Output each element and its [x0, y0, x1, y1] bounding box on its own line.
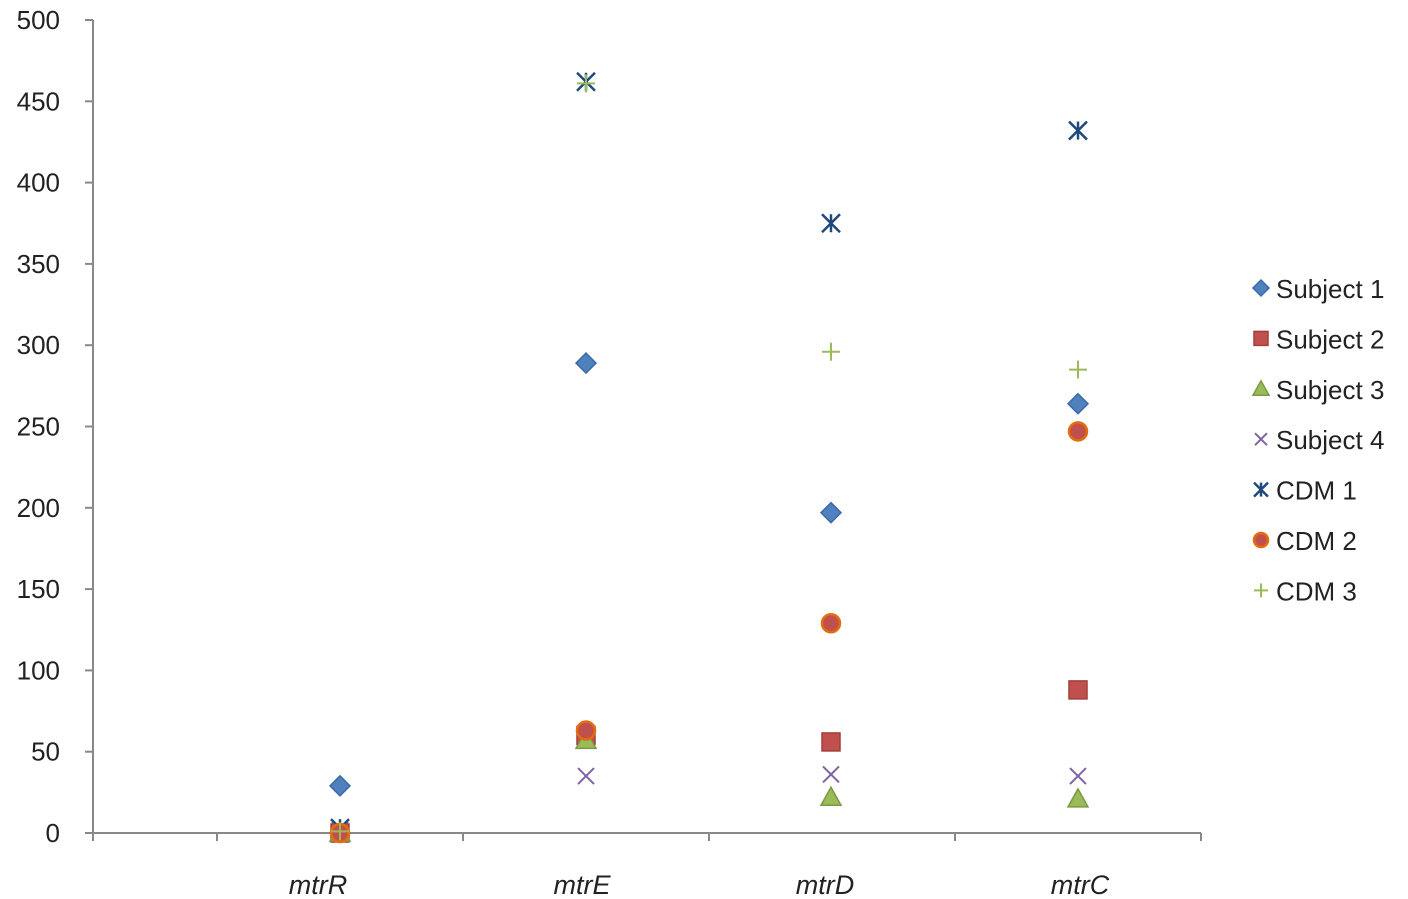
- legend: Subject 1 Subject 2 Subject 3 Subject 4 CDM …: [1251, 274, 1384, 606]
- data-point: [1069, 767, 1087, 785]
- data-point: [822, 342, 840, 361]
- legend-marker: [1254, 432, 1268, 446]
- series-subject-4: [331, 765, 1087, 839]
- y-tick-label: 150: [17, 574, 60, 604]
- y-tick-label: 400: [17, 168, 60, 198]
- x-category-label: mtrD: [796, 870, 854, 899]
- legend-marker: [1251, 379, 1271, 396]
- legend-item: CDM 3: [1254, 576, 1357, 606]
- y-tick-label: 100: [17, 655, 60, 685]
- legend-marker: [1254, 583, 1268, 598]
- legend-item: Subject 4: [1254, 425, 1384, 455]
- legend-label: CDM 2: [1276, 526, 1357, 556]
- data-point: [1068, 680, 1088, 700]
- data-point: [1066, 787, 1090, 808]
- data-point: [1066, 392, 1090, 415]
- legend-item: CDM 1: [1253, 476, 1357, 506]
- data-point: [331, 822, 349, 841]
- y-tick-label: 200: [17, 493, 60, 523]
- data-point: [577, 74, 595, 93]
- data-point: [819, 785, 843, 806]
- series-cdm-2: [329, 421, 1089, 844]
- legend-marker: [1253, 330, 1269, 347]
- data-point: [821, 213, 841, 234]
- legend-label: CDM 1: [1276, 476, 1357, 506]
- y-tick-label: 450: [17, 86, 60, 116]
- y-tick-label: 350: [17, 249, 60, 279]
- data-point: [821, 732, 841, 752]
- data-point: [819, 501, 843, 524]
- legend-label: Subject 1: [1276, 274, 1384, 304]
- y-tick-label: 0: [46, 818, 60, 848]
- x-category-label: mtrC: [1051, 870, 1110, 899]
- y-tick-label: 250: [17, 412, 60, 442]
- legend-marker: [1251, 278, 1271, 298]
- x-category-label: mtrR: [289, 870, 347, 899]
- legend-label: Subject 2: [1276, 324, 1384, 354]
- series-cdm-3: [331, 74, 1087, 841]
- data-point: [328, 774, 352, 797]
- legend-item: CDM 2: [1252, 526, 1357, 556]
- legend-marker: [1252, 531, 1270, 549]
- data-point: [1069, 360, 1087, 379]
- legend-label: Subject 4: [1276, 425, 1384, 455]
- x-category-label: mtrE: [554, 870, 612, 899]
- data-point: [1068, 120, 1088, 141]
- series-cdm-1: [330, 71, 1088, 839]
- y-tick-label: 50: [31, 737, 60, 767]
- legend-marker: [1253, 481, 1269, 498]
- series-subject-2: [330, 680, 1088, 843]
- series-subject-1: [328, 352, 1090, 797]
- data-point: [1067, 421, 1089, 442]
- y-tick-label: 300: [17, 330, 60, 360]
- data-point: [575, 720, 597, 741]
- y-tick-label: 500: [17, 5, 60, 35]
- legend-item: Subject 3: [1251, 375, 1384, 405]
- legend-item: Subject 1: [1251, 274, 1384, 304]
- legend-label: Subject 3: [1276, 375, 1384, 405]
- data-point: [577, 767, 595, 785]
- data-point: [820, 612, 842, 634]
- data-point: [574, 352, 598, 375]
- data-point: [822, 765, 840, 784]
- legend-item: Subject 2: [1253, 324, 1384, 354]
- legend-label: CDM 3: [1276, 576, 1357, 606]
- series-subject-3: [328, 728, 1090, 842]
